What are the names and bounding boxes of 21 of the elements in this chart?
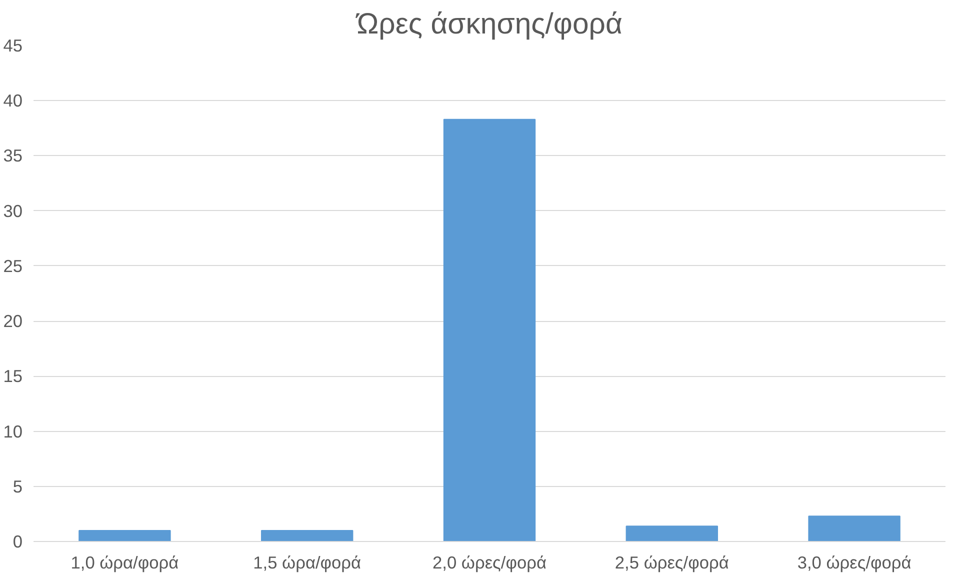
y-tick-label: 45 [3, 36, 23, 56]
y-tick-label: 40 [3, 90, 23, 111]
y-tick-label: 35 [3, 146, 23, 166]
bar [626, 526, 718, 542]
x-tick-label: 2,0 ώρες/φορά [432, 552, 546, 572]
y-tick-label: 10 [3, 421, 23, 442]
x-tick-label: 2,5 ώρες/φορά [614, 552, 729, 572]
bar [808, 516, 900, 542]
y-tick-label: 30 [3, 200, 23, 221]
chart-title: Ώρες άσκησης/φορά [356, 8, 622, 40]
y-tick-label: 25 [3, 256, 23, 276]
bar [78, 530, 171, 542]
y-tick-label: 5 [12, 476, 23, 496]
x-tick-label: 1,5 ώρα/φορά [253, 552, 362, 572]
y-tick-label: 20 [3, 311, 23, 332]
y-tick-label: 15 [3, 366, 23, 386]
x-tick-label: 3,0 ώρες/φορά [797, 552, 912, 572]
bar [443, 118, 536, 542]
x-tick-label: 1,0 ώρα/φορά [70, 552, 179, 572]
y-tick-label: 0 [12, 532, 23, 552]
bar [261, 530, 354, 542]
